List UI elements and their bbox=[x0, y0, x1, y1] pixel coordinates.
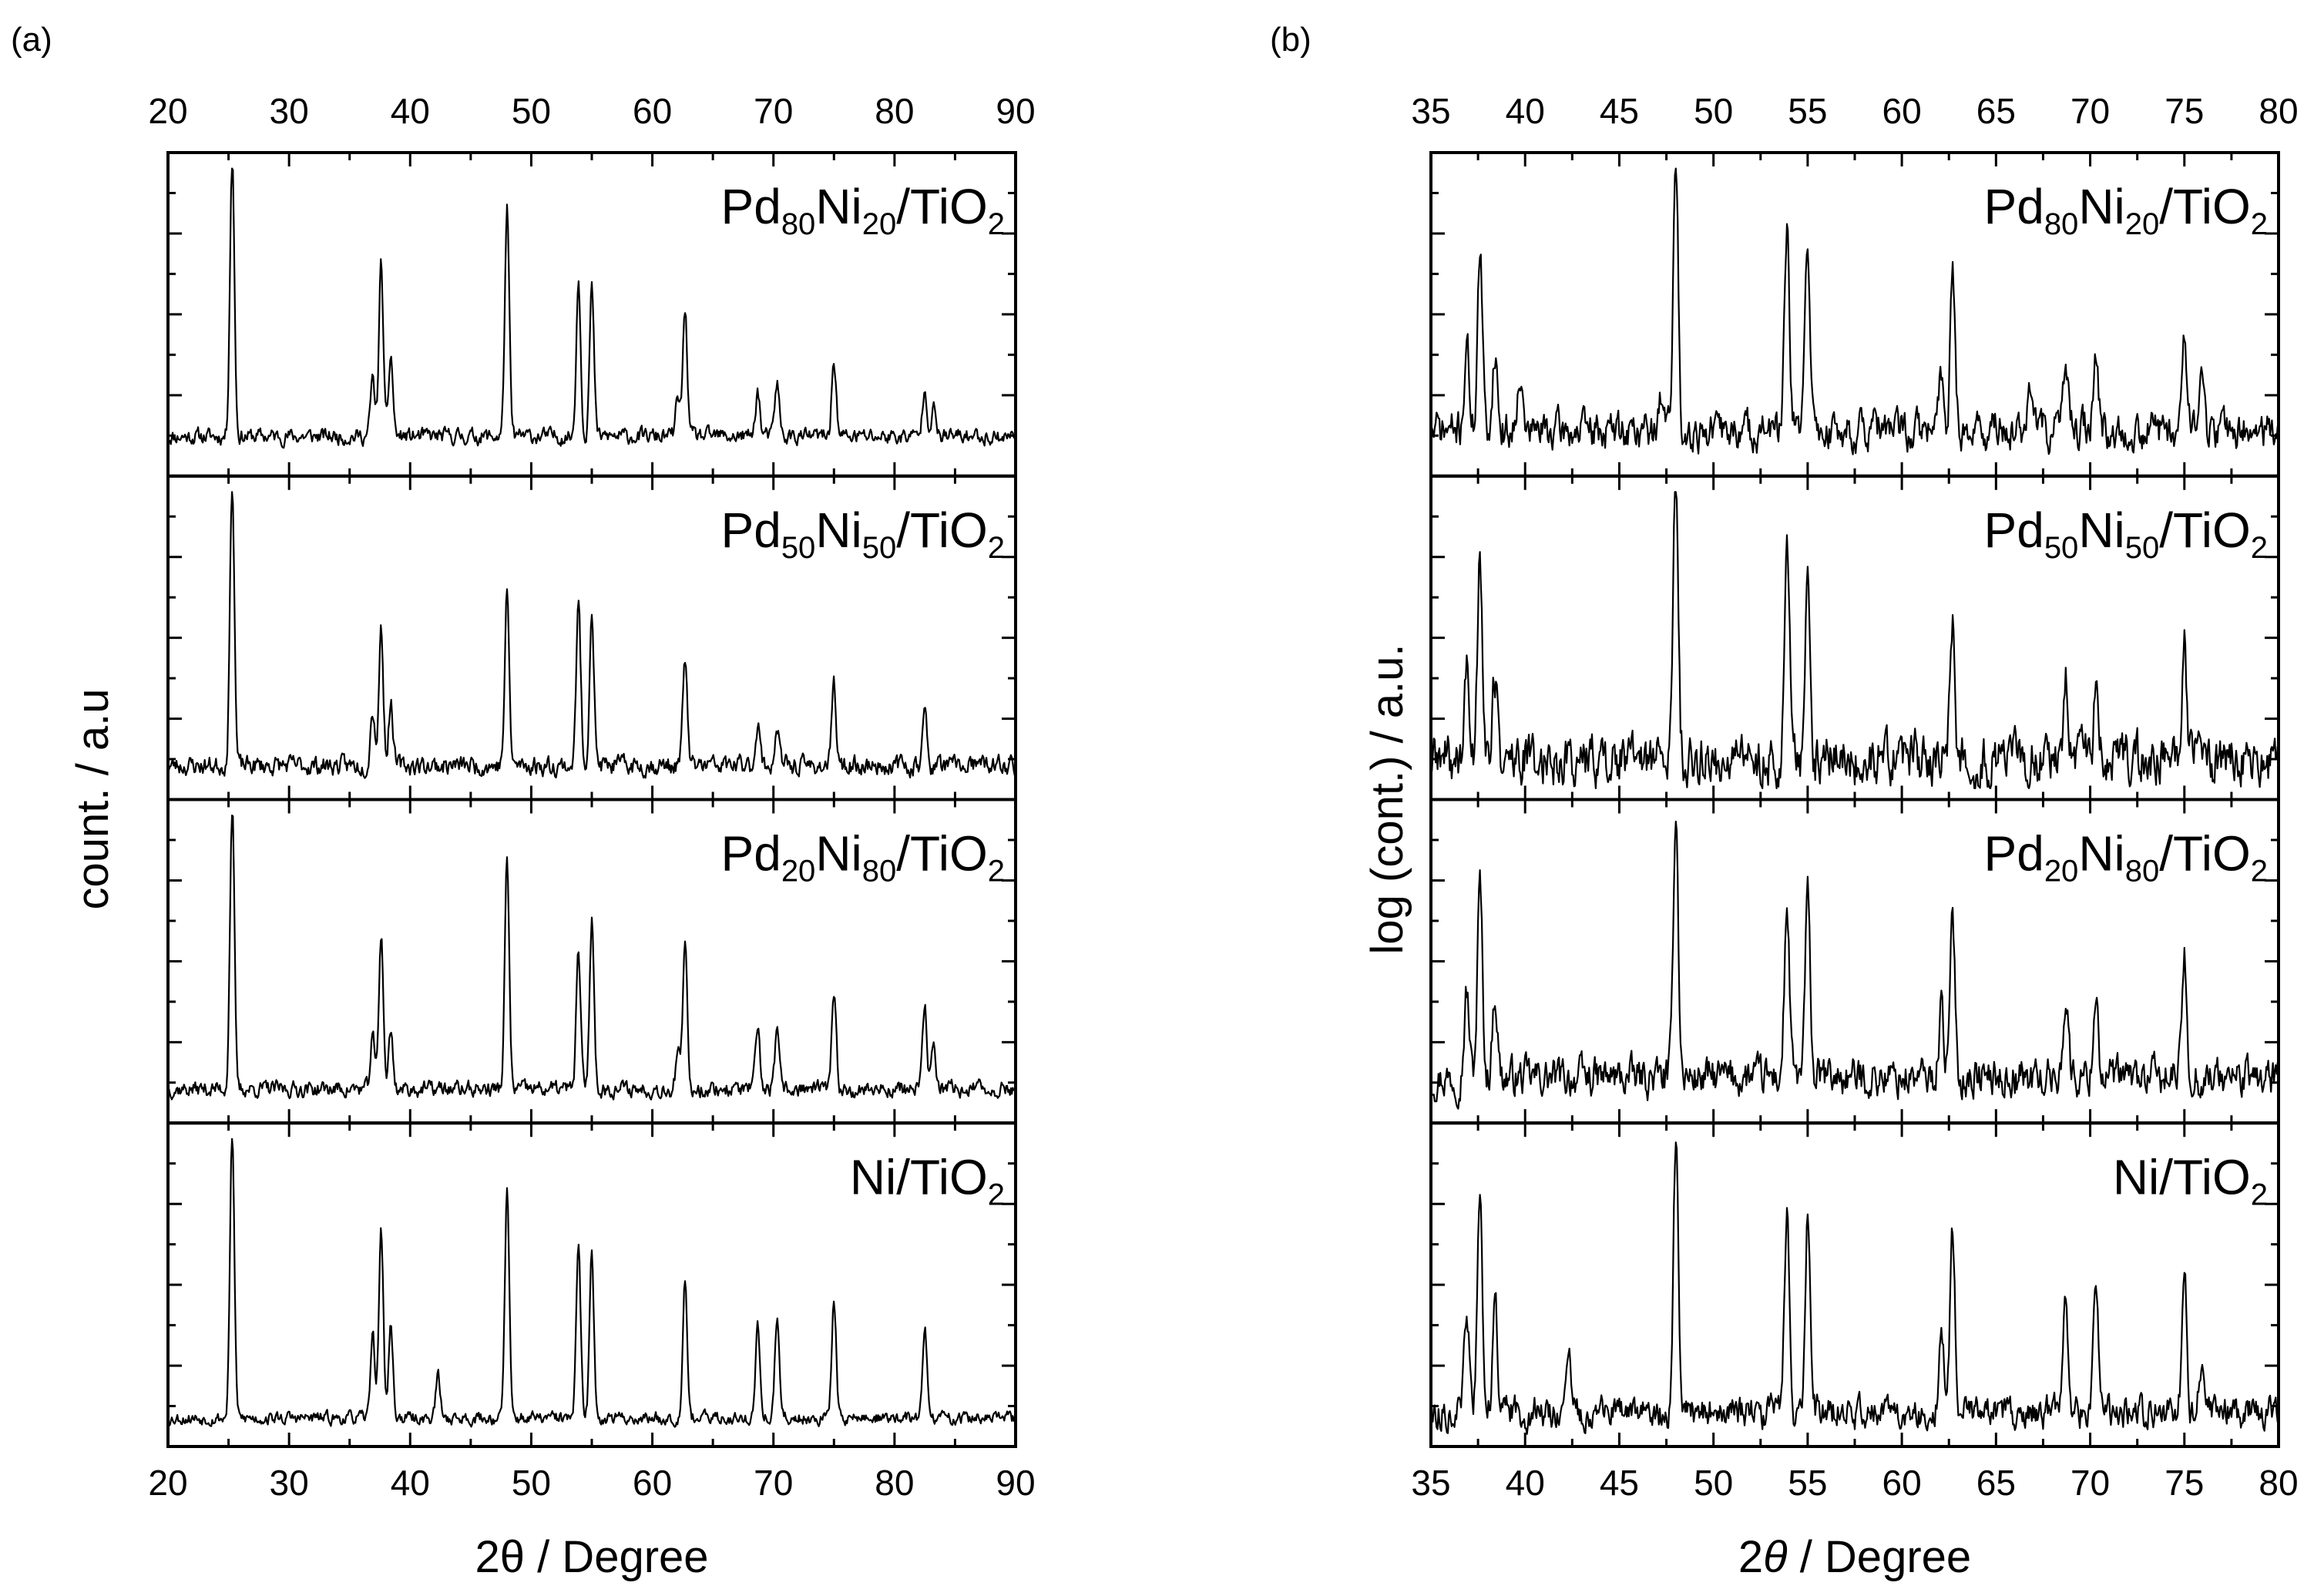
x-tick-label-top: 50 bbox=[512, 91, 551, 131]
x-tick-label-top: 80 bbox=[875, 91, 914, 131]
x-tick-label-top: 55 bbox=[1788, 91, 1827, 131]
sample-label: Pd20Ni80/TiO2 bbox=[721, 826, 1005, 889]
xrd-trace bbox=[1429, 167, 2280, 455]
sub-panel-0: Pd80Ni20/TiO2 bbox=[1429, 151, 2280, 478]
x-tick-label-bottom: 20 bbox=[148, 1463, 187, 1503]
x-tick-label-bottom: 80 bbox=[2259, 1463, 2298, 1503]
xrd-trace bbox=[167, 167, 1017, 449]
x-tick-label-bottom: 70 bbox=[2071, 1463, 2110, 1503]
xrd-trace bbox=[166, 1137, 1017, 1428]
x-tick-label-top: 40 bbox=[1506, 91, 1545, 131]
sub-panel-0: Pd80Ni20/TiO2 bbox=[166, 151, 1017, 478]
x-tick-label-bottom: 50 bbox=[512, 1463, 551, 1503]
x-tick-label-bottom: 50 bbox=[1694, 1463, 1733, 1503]
sample-label: Ni/TiO2 bbox=[850, 1149, 1005, 1211]
x-tick-label-top: 45 bbox=[1600, 91, 1639, 131]
sub-panel-frame bbox=[166, 151, 1017, 478]
panel-a: (a) count. / a.u 2θ / Degree 20 20 30 30 40 40 50… bbox=[11, 21, 1036, 1582]
panel-letter: (b) bbox=[1270, 21, 1311, 59]
xrd-trace bbox=[1429, 820, 2280, 1110]
x-tick-label-bottom: 90 bbox=[996, 1463, 1035, 1503]
x-tick-label-top: 70 bbox=[2071, 91, 2110, 131]
sub-panel-frame bbox=[166, 474, 1017, 801]
x-axis-title: 2θ / Degree bbox=[1738, 1532, 1971, 1582]
panel-b: (b) log (cont.) / a.u. 2θ / Degree 35 35 40 40… bbox=[1270, 21, 2299, 1582]
x-tick-label-top: 70 bbox=[754, 91, 793, 131]
sub-panel-1: Pd50Ni50/TiO2 bbox=[1429, 474, 2280, 801]
xrd-trace bbox=[167, 491, 1017, 779]
x-tick-label-top: 30 bbox=[270, 91, 309, 131]
x-tick-label-bottom: 40 bbox=[1506, 1463, 1545, 1503]
sub-panel-frame bbox=[1429, 151, 2280, 478]
sample-label: Pd20Ni80/TiO2 bbox=[1984, 826, 2268, 889]
x-tick-label-bottom: 40 bbox=[391, 1463, 430, 1503]
x-tick-label-top: 65 bbox=[1976, 91, 2016, 131]
x-tick-label-bottom: 60 bbox=[1882, 1463, 1922, 1503]
x-tick-label-bottom: 75 bbox=[2165, 1463, 2204, 1503]
y-axis-title: count. / a.u bbox=[68, 689, 118, 910]
x-tick-label-top: 35 bbox=[1411, 91, 1450, 131]
xrd-trace bbox=[1429, 1141, 2280, 1435]
x-tick-label-top: 90 bbox=[996, 91, 1035, 131]
x-tick-label-top: 80 bbox=[2259, 91, 2298, 131]
panel-letter: (a) bbox=[11, 21, 52, 59]
sample-label: Pd50Ni50/TiO2 bbox=[721, 502, 1005, 565]
sub-panel-frame bbox=[166, 798, 1017, 1125]
x-tick-label-top: 60 bbox=[1882, 91, 1922, 131]
xrd-trace bbox=[1430, 491, 2280, 790]
sample-label: Pd80Ni20/TiO2 bbox=[1984, 179, 2268, 241]
sub-panel-3: Ni/TiO2 bbox=[1429, 1121, 2280, 1448]
sample-label: Pd80Ni20/TiO2 bbox=[721, 179, 1005, 241]
x-tick-label-bottom: 80 bbox=[875, 1463, 914, 1503]
sub-panel-2: Pd20Ni80/TiO2 bbox=[166, 798, 1017, 1125]
sample-label: Ni/TiO2 bbox=[2113, 1149, 2268, 1211]
x-tick-label-top: 60 bbox=[633, 91, 672, 131]
sub-panel-3: Ni/TiO2 bbox=[166, 1121, 1017, 1448]
x-tick-label-bottom: 55 bbox=[1788, 1463, 1827, 1503]
x-tick-label-bottom: 30 bbox=[270, 1463, 309, 1503]
sub-panel-1: Pd50Ni50/TiO2 bbox=[166, 474, 1017, 801]
x-tick-label-bottom: 60 bbox=[633, 1463, 672, 1503]
xrd-trace bbox=[166, 814, 1017, 1100]
x-tick-label-top: 50 bbox=[1694, 91, 1733, 131]
y-axis-title: log (cont.) / a.u. bbox=[1362, 644, 1412, 955]
x-tick-label-bottom: 35 bbox=[1411, 1463, 1450, 1503]
x-tick-label-bottom: 45 bbox=[1600, 1463, 1639, 1503]
x-tick-label-bottom: 65 bbox=[1976, 1463, 2016, 1503]
sub-panel-2: Pd20Ni80/TiO2 bbox=[1429, 798, 2280, 1125]
x-tick-label-top: 20 bbox=[148, 91, 187, 131]
x-tick-label-bottom: 70 bbox=[754, 1463, 793, 1503]
sample-label: Pd50Ni50/TiO2 bbox=[1984, 502, 2268, 565]
x-tick-label-top: 40 bbox=[391, 91, 430, 131]
x-tick-label-top: 75 bbox=[2165, 91, 2204, 131]
x-axis-title: 2θ / Degree bbox=[475, 1532, 708, 1582]
